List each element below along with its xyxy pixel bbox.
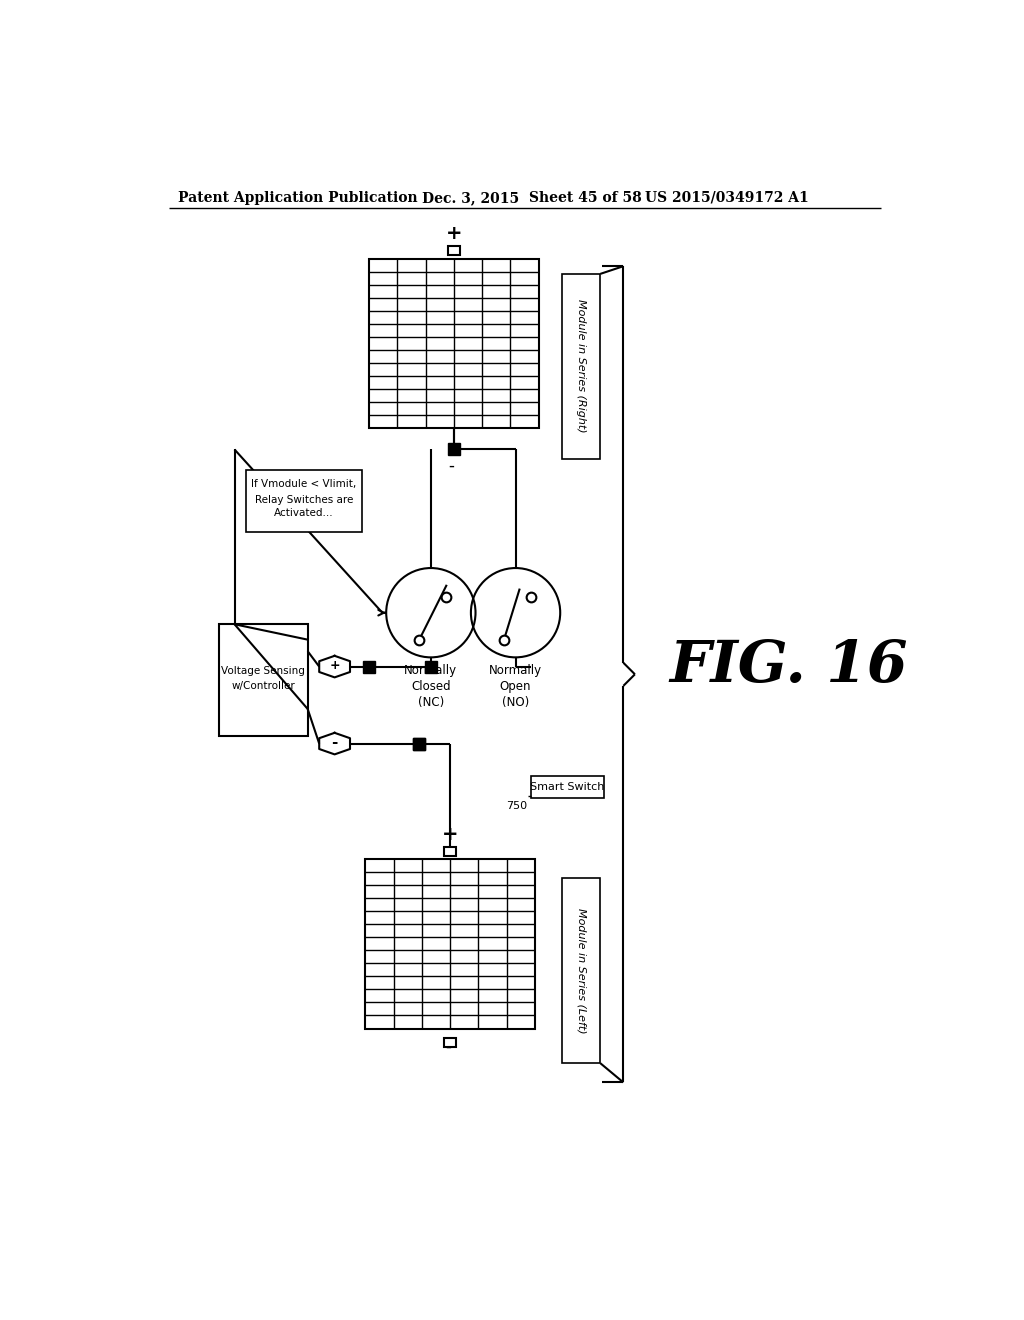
Text: +: +	[445, 224, 462, 243]
Bar	[366, 859, 535, 1028]
Text: +: +	[330, 659, 340, 672]
Text: -: -	[444, 1038, 451, 1056]
Text: Normally
Closed
(NC): Normally Closed (NC)	[404, 664, 458, 709]
Text: -: -	[332, 735, 338, 750]
Text: 750: 750	[506, 801, 527, 812]
Text: -: -	[449, 457, 455, 475]
Bar	[531, 776, 604, 797]
Bar	[444, 1038, 457, 1047]
Bar	[447, 246, 460, 256]
Text: w/Controller: w/Controller	[231, 681, 295, 692]
Bar	[562, 878, 600, 1063]
Text: Smart Switch: Smart Switch	[530, 781, 605, 792]
Bar	[219, 624, 307, 737]
Text: FIG. 16: FIG. 16	[670, 639, 908, 694]
Bar	[444, 847, 457, 857]
Text: Sheet 45 of 58: Sheet 45 of 58	[529, 191, 642, 205]
Bar	[246, 470, 361, 532]
Text: If Vmodule < Vlimit,: If Vmodule < Vlimit,	[251, 479, 356, 490]
Text: +: +	[442, 825, 459, 843]
Text: Dec. 3, 2015: Dec. 3, 2015	[422, 191, 519, 205]
Text: Relay Switches are: Relay Switches are	[255, 495, 353, 504]
Text: Module in Series (Right): Module in Series (Right)	[577, 300, 586, 433]
Text: Patent Application Publication: Patent Application Publication	[178, 191, 418, 205]
Text: Normally
Open
(NO): Normally Open (NO)	[489, 664, 542, 709]
Text: US 2015/0349172 A1: US 2015/0349172 A1	[645, 191, 809, 205]
Text: Voltage Sensing: Voltage Sensing	[221, 665, 305, 676]
Text: Module in Series (Left): Module in Series (Left)	[577, 908, 586, 1034]
Text: Activated...: Activated...	[274, 508, 334, 519]
Bar	[562, 275, 600, 459]
Bar	[370, 259, 539, 428]
